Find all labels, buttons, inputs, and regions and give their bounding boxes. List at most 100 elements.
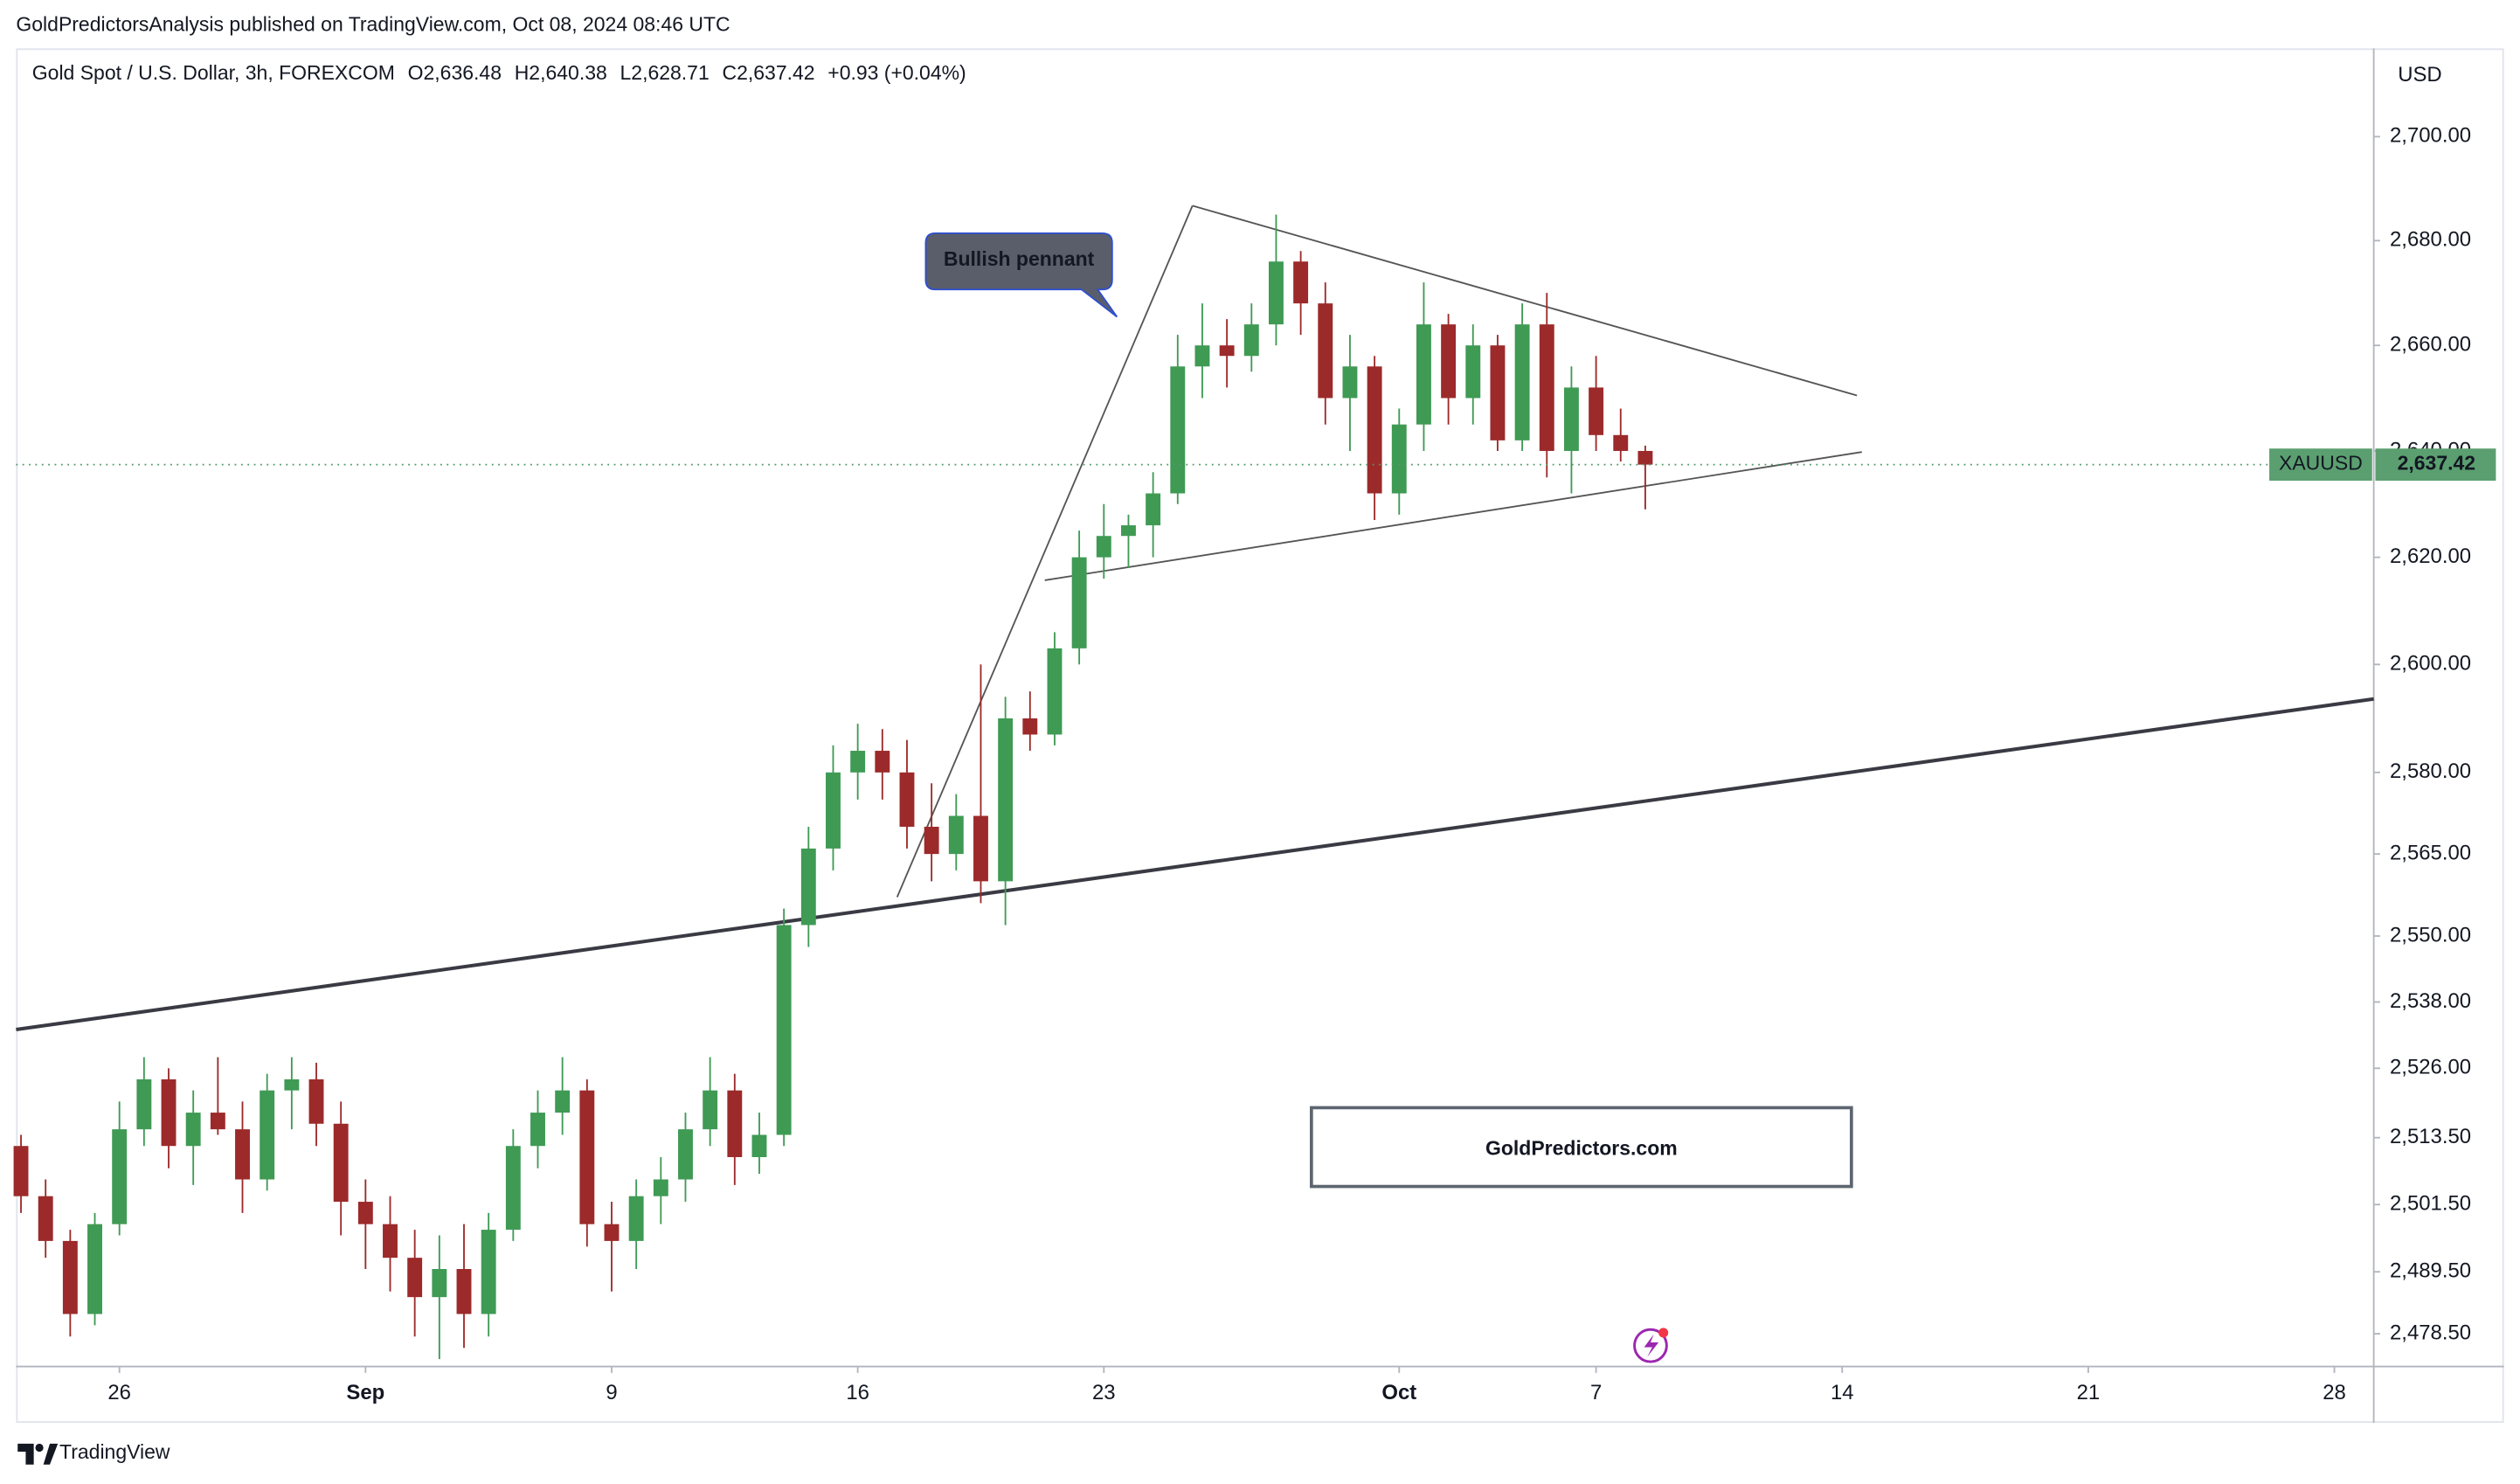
candle-body (333, 1123, 349, 1203)
ohlc-change: +0.93 (+0.04%) (827, 61, 966, 84)
candle-body (850, 751, 866, 773)
x-tick-label: 7 (1590, 1381, 1602, 1404)
candle-body (1071, 557, 1087, 648)
candle-body (383, 1224, 398, 1259)
candle-body (973, 815, 988, 882)
candle-body (1391, 424, 1407, 494)
candle-body (1465, 345, 1481, 399)
ohlc-high: H2,640.38 (515, 61, 607, 84)
candle-body (678, 1129, 693, 1180)
candle-body (1219, 345, 1235, 357)
last-price-box (2375, 448, 2496, 482)
candle-body (1047, 648, 1063, 735)
candle-body (604, 1224, 620, 1241)
candle-body (210, 1113, 225, 1130)
candle-body (555, 1090, 571, 1113)
currency-box[interactable] (2378, 54, 2469, 97)
ohlc-close: C2,637.42 (722, 61, 814, 84)
x-tick-label: 23 (1092, 1381, 1116, 1404)
candle-body (505, 1146, 521, 1231)
x-tick-label: 26 (107, 1381, 131, 1404)
candle-body (1441, 324, 1457, 399)
candle-body (1194, 345, 1210, 367)
published-note: GoldPredictorsAnalysis published on Trad… (16, 13, 730, 36)
annotation-callout (924, 232, 1118, 318)
candle-body (1170, 366, 1186, 494)
candle-body (1539, 324, 1554, 451)
x-tick-label: 9 (606, 1381, 617, 1404)
watermark-box (1310, 1106, 1853, 1189)
candle-body (284, 1078, 300, 1091)
y-tick-label: 2,565.00 (2390, 841, 2471, 864)
candle-body (1589, 387, 1604, 435)
x-tick-label: 21 (2077, 1381, 2101, 1404)
last-price-label: 2,637.42 (2398, 452, 2475, 475)
y-tick-label: 2,550.00 (2390, 923, 2471, 947)
candle-body (1293, 261, 1309, 304)
candle-body (357, 1202, 373, 1224)
candle-body (1318, 303, 1333, 399)
candle-body (62, 1240, 78, 1314)
candle-body (235, 1129, 250, 1180)
candle-body (1613, 434, 1629, 451)
candle-body (751, 1134, 767, 1157)
y-tick-label: 2,660.00 (2390, 333, 2471, 357)
candle-body (1367, 366, 1382, 494)
candle-body (1563, 387, 1579, 451)
lightning-icon[interactable] (1633, 1328, 1669, 1363)
candle-body (1022, 718, 1038, 735)
candle-body (1490, 345, 1506, 440)
candle-body (1121, 525, 1136, 537)
candle-body (260, 1090, 275, 1180)
candle-body (948, 815, 964, 855)
y-tick-label: 2,478.50 (2390, 1321, 2471, 1344)
annotation-text: Bullish pennant (944, 247, 1095, 270)
candle-body (579, 1090, 595, 1224)
brand: TradingView (59, 1440, 170, 1463)
tradingview-logo (17, 1443, 59, 1465)
y-tick-label: 2,538.00 (2390, 989, 2471, 1013)
x-tick-label: Oct (1381, 1381, 1416, 1404)
candle-body (776, 925, 792, 1135)
candle-body (998, 718, 1014, 882)
y-tick-label: 2,513.50 (2390, 1125, 2471, 1148)
candle-body (161, 1078, 177, 1147)
ohlc-low: L2,628.71 (620, 61, 710, 84)
candle-body (653, 1179, 668, 1196)
candle-body (407, 1258, 423, 1298)
candle-body (87, 1224, 102, 1314)
trend-line (1192, 205, 1858, 397)
candle-body (727, 1090, 743, 1157)
candle-body (703, 1090, 718, 1130)
y-tick-label: 2,580.00 (2390, 759, 2471, 783)
candle-body (1416, 324, 1431, 425)
plot (13, 205, 2374, 1360)
chart-frame (16, 48, 2504, 1423)
candle-body (136, 1078, 152, 1130)
x-tick-label: 28 (2323, 1381, 2346, 1404)
chart-title: Gold Spot / U.S. Dollar, 3h, FOREXCOM (32, 61, 395, 84)
candle-body (1637, 450, 1653, 465)
symbol-label: XAUUSD (2279, 452, 2363, 475)
candle-body (1243, 324, 1259, 357)
y-axis-label: USD (2398, 63, 2441, 87)
y-tick-label: 2,526.00 (2390, 1056, 2471, 1079)
watermark: GoldPredictors.com (1485, 1136, 1678, 1159)
candle-body (924, 826, 939, 855)
candle-body (1146, 493, 1161, 526)
candle-body (456, 1268, 472, 1314)
candle-body (1342, 366, 1358, 399)
ohlc-open: O2,636.48 (408, 61, 502, 84)
y-tick-label: 2,600.00 (2390, 652, 2471, 676)
y-tick-label: 2,680.00 (2390, 228, 2471, 252)
y-tick-label: 2,489.50 (2390, 1259, 2471, 1283)
y-tick-label: 2,700.00 (2390, 124, 2471, 148)
x-tick-label: Sep (346, 1381, 384, 1404)
candle-body (13, 1146, 29, 1196)
trend-line (16, 697, 2374, 1032)
candle-body (1269, 261, 1284, 325)
candle-body (1096, 536, 1111, 558)
candle-body (481, 1230, 496, 1314)
x-tick-label: 14 (1831, 1381, 1854, 1404)
